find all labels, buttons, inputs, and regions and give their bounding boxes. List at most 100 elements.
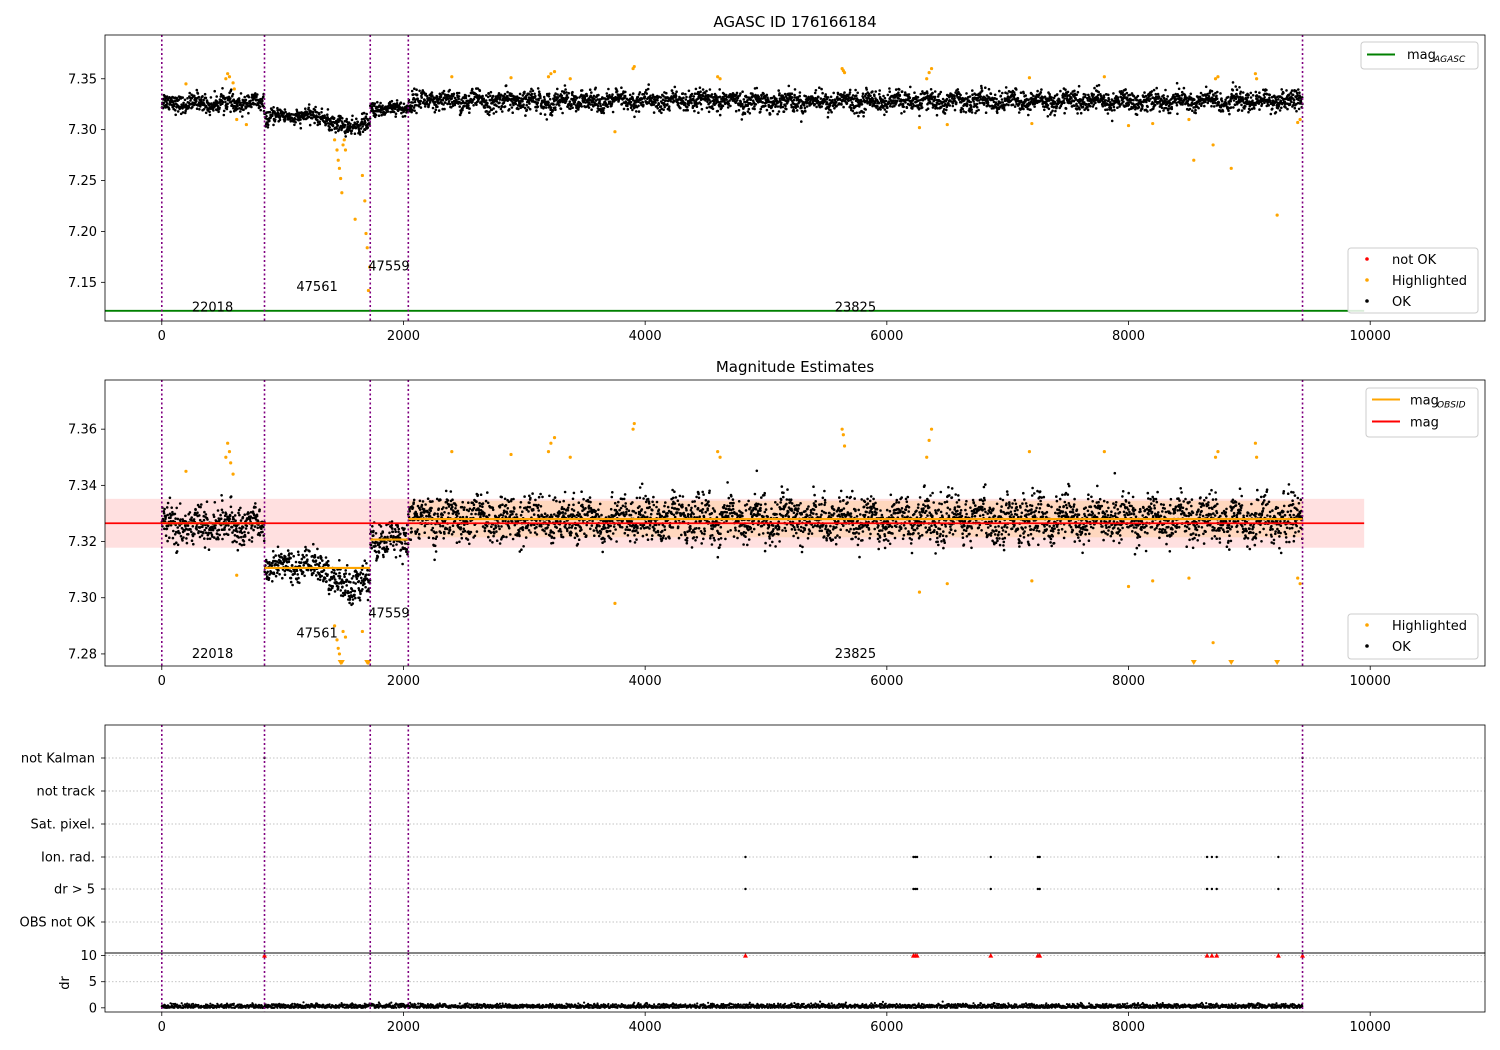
ok-point [195, 528, 198, 531]
highlighted-point [613, 130, 617, 134]
ok-point [350, 118, 354, 122]
ok-point [1040, 88, 1043, 91]
ok-point [268, 119, 271, 123]
ok-point [832, 103, 835, 107]
highlighted-point [1187, 117, 1191, 122]
ok-point [173, 542, 176, 546]
ok-point [569, 107, 572, 111]
ok-point [1284, 106, 1287, 109]
ok-point [329, 119, 332, 122]
ok-point [543, 98, 546, 101]
ok-point [168, 536, 171, 539]
ok-point [289, 576, 293, 580]
ok-point [450, 106, 453, 109]
ok-point [184, 525, 187, 528]
ok-point [1235, 88, 1239, 91]
ok-point [259, 108, 263, 112]
ok-point [584, 101, 587, 104]
ok-point [296, 573, 300, 576]
ok-point [1046, 104, 1050, 107]
ok-point [1164, 88, 1167, 92]
ok-point [920, 102, 923, 105]
ok-point [196, 92, 200, 95]
ok-point [684, 98, 688, 101]
ok-point [274, 574, 278, 578]
ok-point [690, 101, 693, 105]
ok-point [959, 110, 963, 114]
ok-point [1086, 106, 1089, 109]
ok-point [244, 98, 248, 102]
ok-point [510, 94, 513, 98]
ok-point [813, 91, 817, 95]
ok-point [564, 88, 567, 91]
ok-point [344, 135, 348, 138]
highlighted-point [1030, 121, 1034, 126]
ok-point [759, 110, 762, 114]
ok-point [1217, 101, 1221, 104]
ok-point [1165, 102, 1169, 106]
ok-point [175, 96, 179, 100]
ok-point [1188, 95, 1191, 98]
ok-point [706, 100, 709, 104]
ok-point [693, 109, 696, 113]
ok-point [1089, 104, 1092, 108]
ok-point [336, 124, 340, 127]
ok-point [945, 97, 949, 101]
ok-point [1123, 93, 1127, 96]
ok-point [499, 93, 503, 97]
ok-point [602, 107, 606, 110]
ok-point [554, 106, 557, 109]
ok-point [916, 96, 920, 99]
ok-point [198, 108, 201, 111]
ok-point [201, 95, 204, 98]
ok-point [815, 97, 819, 101]
ok-point [216, 532, 219, 536]
ok-point [634, 110, 638, 113]
ok-point [1194, 111, 1197, 115]
ok-point [862, 96, 865, 100]
ok-point [247, 531, 250, 535]
ok-point [181, 518, 184, 521]
ok-point [1231, 81, 1235, 84]
legend-marker [1365, 278, 1369, 282]
ok-point [951, 104, 955, 108]
ok-point [231, 531, 234, 534]
ok-point [1072, 99, 1076, 103]
ok-point [217, 537, 220, 541]
ok-point [803, 106, 807, 110]
ok-point [239, 506, 242, 510]
ok-point [1075, 102, 1078, 106]
ok-point [199, 98, 203, 102]
ok-point [620, 86, 623, 89]
ok-point [656, 99, 659, 102]
ok-point [643, 95, 647, 98]
ok-point [657, 102, 661, 106]
ok-point [673, 85, 677, 89]
ok-point [793, 102, 796, 106]
ok-point [945, 108, 948, 112]
ok-point [524, 114, 527, 117]
ok-point [1033, 102, 1037, 106]
ok-point [741, 90, 744, 93]
ok-point [530, 87, 533, 91]
ok-point [605, 92, 609, 95]
ok-point [907, 93, 911, 96]
ok-point [917, 107, 921, 110]
ok-point [544, 106, 548, 109]
ok-point [522, 103, 525, 106]
ok-point [611, 93, 614, 96]
ok-point [1272, 103, 1276, 107]
ok-point [792, 110, 796, 113]
ok-point [241, 115, 244, 118]
ok-point [527, 92, 530, 96]
ok-point [877, 101, 881, 105]
ok-point [634, 101, 638, 104]
ok-point [1013, 105, 1017, 108]
ok-point [328, 126, 332, 129]
ok-point [1132, 98, 1135, 102]
ok-point [239, 529, 243, 533]
ok-point [364, 115, 368, 118]
ok-point [422, 100, 425, 104]
ok-point [218, 106, 221, 110]
ok-point [793, 93, 796, 97]
